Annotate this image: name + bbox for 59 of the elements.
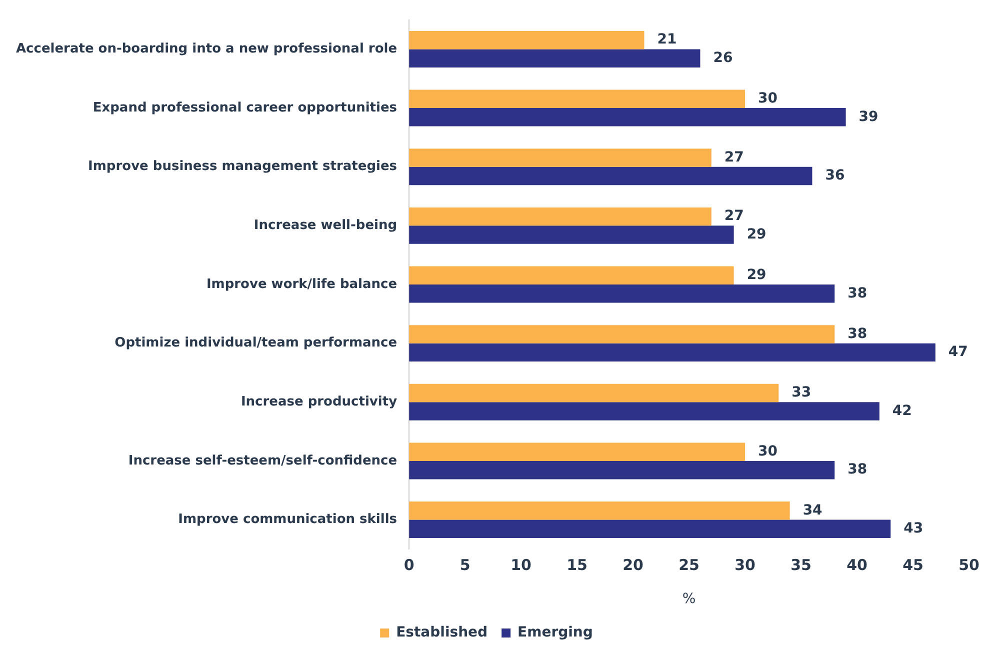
data-label: 42 — [892, 402, 912, 419]
bar — [409, 343, 936, 362]
bar — [409, 266, 734, 284]
data-label: 38 — [848, 326, 868, 342]
bar — [409, 49, 700, 68]
x-tick-label: 30 — [734, 556, 756, 574]
x-tick-label: 15 — [566, 556, 588, 574]
data-label: 30 — [758, 443, 778, 460]
y-tick-label: Improve work/life balance — [206, 276, 398, 292]
legend-label: Emerging — [518, 624, 593, 641]
data-label: 34 — [802, 502, 823, 518]
bar — [409, 284, 835, 303]
y-tick-label: Increase productivity — [240, 394, 398, 410]
data-label: 47 — [948, 344, 968, 360]
bar — [409, 502, 790, 520]
data-label: 38 — [848, 462, 868, 478]
data-label: 38 — [848, 285, 868, 302]
y-tick-label: Improve communication skills — [178, 512, 398, 528]
bar — [409, 166, 812, 186]
bar — [409, 384, 779, 402]
bar — [409, 108, 846, 126]
x-tick-label: 10 — [510, 556, 532, 574]
x-tick-label: 40 — [846, 556, 868, 574]
bar — [409, 226, 734, 244]
data-label: 21 — [657, 32, 677, 48]
data-label: 39 — [858, 108, 878, 125]
legend-label: Established — [396, 624, 488, 641]
x-axis-title: % — [682, 591, 696, 608]
bar — [409, 325, 835, 344]
y-tick-label: Improve business management strategies — [88, 159, 398, 174]
data-label: 30 — [758, 90, 778, 107]
x-tick-label: 25 — [678, 556, 700, 574]
data-label: 43 — [904, 520, 924, 537]
data-label: 29 — [746, 267, 766, 284]
bar — [409, 90, 746, 108]
bar — [409, 30, 644, 50]
data-label: 36 — [825, 168, 845, 184]
bar — [409, 520, 891, 538]
y-tick-label: Expand professional career opportunities — [92, 100, 398, 116]
data-label: 33 — [792, 384, 812, 401]
y-tick-label: Optimize individual/team performance — [114, 336, 398, 351]
bar — [409, 148, 712, 167]
x-tick-label: 35 — [790, 556, 812, 574]
x-tick-label: 45 — [902, 556, 924, 574]
data-label: 27 — [724, 149, 744, 166]
bar — [409, 207, 712, 226]
x-tick-label: 5 — [460, 556, 470, 574]
data-label: 27 — [724, 208, 744, 224]
y-tick-label: Increase self-esteem/self-confidence — [128, 453, 398, 468]
bar — [409, 402, 880, 420]
bar — [409, 442, 746, 461]
y-tick-label: Increase well-being — [254, 218, 398, 234]
x-tick-label: 0 — [404, 556, 414, 574]
y-tick-label: Accelerate on-boarding into a new professional role — [16, 42, 398, 57]
data-label: 26 — [713, 50, 733, 66]
bar — [409, 460, 835, 480]
x-tick-label: 20 — [622, 556, 644, 574]
data-label: 29 — [746, 226, 766, 242]
x-tick-label: 50 — [958, 556, 980, 574]
